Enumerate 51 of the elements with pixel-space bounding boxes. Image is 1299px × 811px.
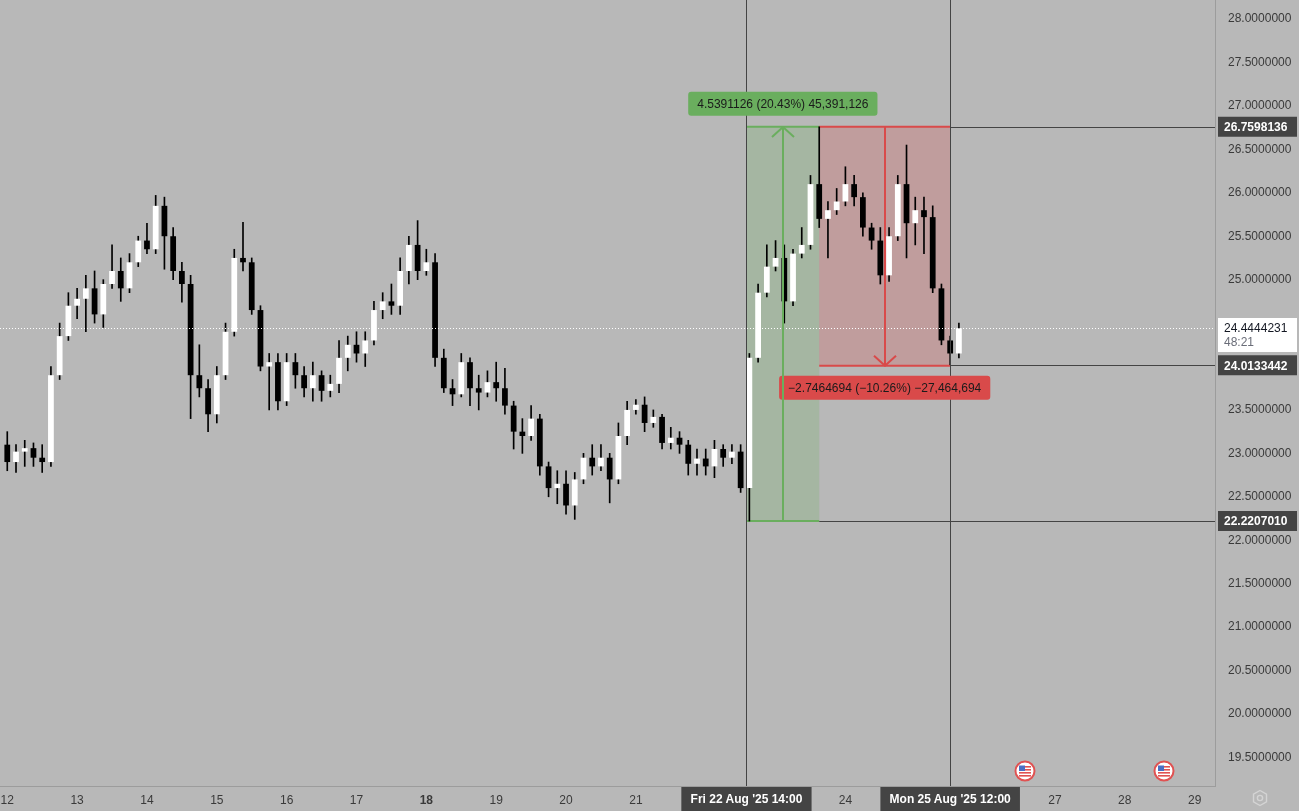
candlestick [266,353,273,411]
candlestick [74,288,80,320]
y-tick-label: 19.5000000 [1228,749,1292,764]
x-tick-label: 14 [140,792,154,807]
ref-line-label: 24.0133442 [1224,358,1288,373]
y-tick-label: 25.0000000 [1228,271,1292,286]
ref-line-label: 24.4444231 [1224,321,1288,336]
candlestick [493,361,500,402]
y-tick-label: 26.5000000 [1228,141,1292,156]
y-tick-label: 21.0000000 [1228,619,1292,634]
candlestick [240,222,246,272]
candlestick [921,196,927,254]
x-tick-label: 28 [1118,792,1132,807]
candlestick [39,444,46,473]
candlestick [667,426,674,450]
ref-line-label: Fri 22 Aug '25 14:00 [690,791,803,806]
x-tick-label: 27 [1048,792,1062,807]
text: 48:21 [1224,335,1255,350]
candlestick [475,374,482,411]
y-tick-label: 27.0000000 [1228,98,1292,113]
x-tick-label: 18 [419,792,434,807]
y-tick-label: 22.5000000 [1228,489,1292,504]
y-tick-label: 28.0000000 [1228,11,1292,26]
y-tick-label: 26.0000000 [1228,185,1292,200]
y-tick-label: 20.0000000 [1228,706,1292,721]
candlestick [554,470,561,505]
y-tick-label: 25.5000000 [1228,228,1292,243]
candlestick [21,440,28,467]
x-tick-label: 17 [349,792,364,807]
y-tick-label: 20.5000000 [1228,662,1292,677]
x-tick-label: 29 [1187,792,1202,807]
y-tick-label: 22.0000000 [1228,532,1292,547]
ref-line-label: 22.2207010 [1224,514,1288,529]
y-tick-label: 27.5000000 [1228,54,1292,69]
ref-line-label: 26.7598136 [1224,120,1288,135]
y-tick-label: 23.5000000 [1228,402,1292,417]
x-tick-label: 19 [489,792,504,807]
x-tick-label: 21 [629,792,643,807]
ref-line-label: Mon 25 Aug '25 12:00 [889,791,1012,806]
candlestick [694,448,700,476]
annotation: 4.5391126 (20.43%) 45,391,126 [697,97,869,112]
candlestick [825,201,831,259]
y-tick-label: 23.0000000 [1228,445,1292,460]
annotation: −2.7464694 (−10.26%) −27,464,694 [788,380,982,395]
x-tick-label: 15 [210,792,224,807]
y-tick-label: 21.5000000 [1228,575,1292,590]
x-tick-label: 24 [838,792,853,807]
x-tick-label: 16 [279,792,294,807]
x-tick-label: 13 [70,792,85,807]
x-tick-label: 12 [0,792,15,807]
x-tick-label: 20 [559,792,574,807]
